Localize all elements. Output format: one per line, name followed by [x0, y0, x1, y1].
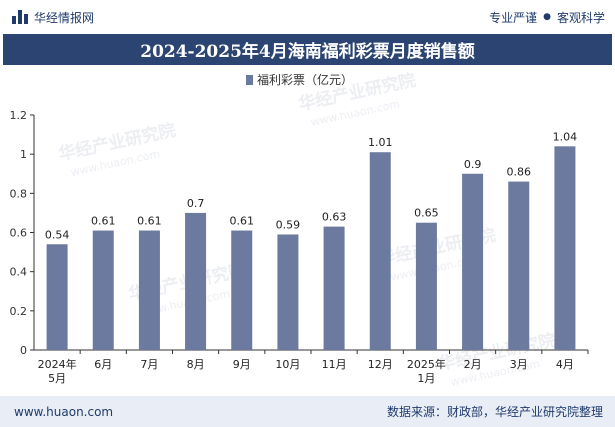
- x-tick-label: 2025年: [407, 357, 446, 371]
- footer-website[interactable]: www.huaon.com: [14, 404, 114, 419]
- x-tick-label: 7月: [140, 358, 158, 371]
- footer-source: 数据来源：财政部，华经产业研究院整理: [386, 405, 603, 419]
- footer-bar: www.huaon.com 数据来源：财政部，华经产业研究院整理: [0, 396, 615, 427]
- x-tick-label: 4月: [556, 358, 574, 371]
- data-label: 0.63: [322, 211, 347, 224]
- x-tick-label: 11月: [322, 358, 347, 371]
- data-label: 0.65: [414, 207, 439, 220]
- bar: [415, 222, 437, 350]
- bar: [231, 230, 253, 350]
- x-tick-label: 10月: [275, 358, 300, 371]
- bar: [554, 146, 576, 350]
- data-label: 0.61: [137, 215, 162, 228]
- y-tick-label: 0: [20, 344, 27, 357]
- legend-label: 福利彩票（亿元）: [257, 72, 353, 87]
- bar: [185, 212, 207, 350]
- x-tick-label: 8月: [187, 358, 205, 371]
- header-tags: 专业严谨 ● 客观科学: [489, 9, 605, 26]
- y-tick-label: 0.4: [10, 266, 28, 279]
- data-label: 0.61: [91, 215, 116, 228]
- header-bar: 华经情报网 专业严谨 ● 客观科学: [0, 0, 615, 34]
- data-label: 1.01: [368, 136, 393, 149]
- data-label: 0.9: [464, 158, 482, 171]
- chart-title-bar: 2024-2025年4月海南福利彩票月度销售额: [3, 34, 612, 65]
- y-tick-label: 0.8: [10, 187, 28, 200]
- separator-dot-icon: ●: [543, 12, 551, 22]
- tag-professional: 专业严谨: [489, 10, 538, 25]
- x-tick-label: 3月: [510, 358, 528, 371]
- data-label: 0.54: [45, 228, 70, 241]
- data-label: 1.04: [553, 130, 578, 143]
- bar: [277, 234, 299, 350]
- bar: [92, 230, 114, 350]
- data-label: 0.61: [230, 215, 255, 228]
- x-tick-label: 9月: [233, 358, 251, 371]
- x-tick-label: 5月: [48, 372, 66, 385]
- data-label: 0.86: [507, 166, 532, 179]
- brand[interactable]: 华经情报网: [12, 9, 94, 26]
- x-tick-label: 1月: [417, 372, 435, 385]
- x-tick-label: 2024年: [38, 357, 77, 371]
- tag-objective: 客观科学: [556, 10, 605, 25]
- x-tick-label: 2月: [464, 358, 482, 371]
- data-label: 0.59: [276, 218, 301, 231]
- bar: [46, 244, 68, 350]
- y-tick-label: 0.6: [10, 227, 28, 240]
- bar: [138, 230, 160, 350]
- bar: [369, 152, 391, 350]
- x-tick-label: 6月: [94, 358, 112, 371]
- legend-swatch: [246, 75, 253, 85]
- chart-title: 2024-2025年4月海南福利彩票月度销售额: [140, 42, 475, 62]
- bar: [323, 226, 345, 350]
- brand-name: 华经情报网: [34, 10, 95, 25]
- y-tick-label: 1.2: [10, 109, 28, 122]
- x-tick-label: 12月: [368, 358, 393, 371]
- y-tick-label: 0.2: [10, 305, 28, 318]
- bar: [508, 181, 530, 350]
- data-label: 0.7: [187, 197, 205, 210]
- bar: [462, 173, 484, 350]
- brand-logo-icon: [12, 10, 28, 24]
- y-tick-label: 1: [20, 148, 27, 161]
